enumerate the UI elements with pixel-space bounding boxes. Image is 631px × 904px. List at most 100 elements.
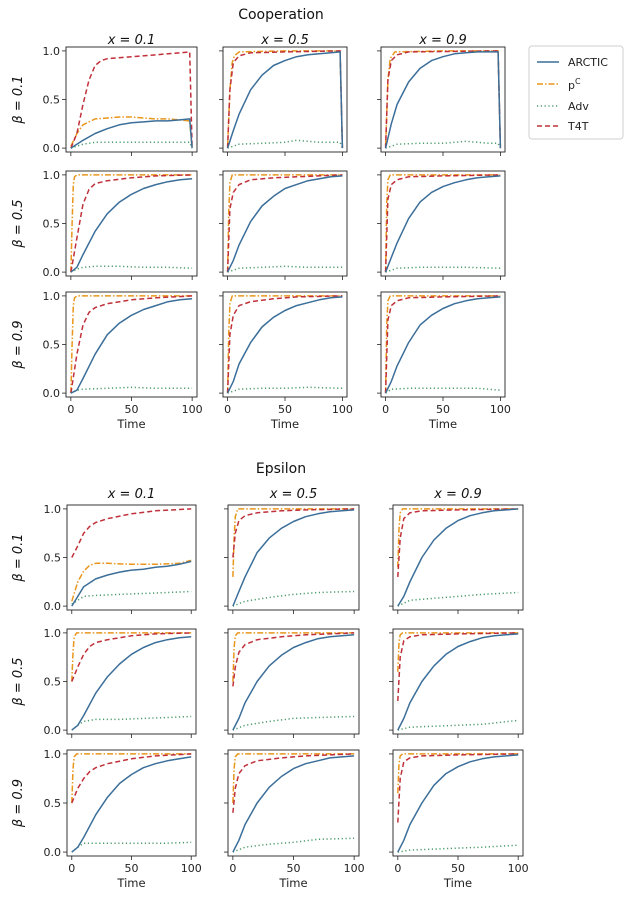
cooperation-panel-r1-c1: [219, 170, 348, 280]
series-group: [71, 753, 192, 853]
y-tick-label: 0.5: [44, 797, 62, 810]
series-line-arctic: [226, 51, 344, 149]
series-line-adv: [397, 719, 519, 731]
x-tick-label: 100: [490, 403, 511, 416]
x-tick-label: 50: [278, 403, 292, 416]
axes-frame: [65, 170, 198, 277]
series-line-pc: [397, 753, 519, 794]
series-line-t4t: [71, 753, 192, 804]
axes-frame: [227, 749, 360, 857]
series-group: [397, 753, 519, 853]
series-line-arctic: [232, 634, 355, 731]
series-group: [226, 50, 344, 149]
cooperation-panel-r2-c0: 0.0 0.5 1.0 0 50 100 Time: [43, 290, 203, 431]
x-axis-label: Time: [428, 417, 457, 431]
y-tick-label: 0.0: [44, 724, 62, 737]
series-group: [397, 508, 519, 607]
series-line-adv: [227, 139, 344, 149]
series-line-t4t: [70, 295, 193, 394]
series-line-pc: [384, 295, 501, 394]
series-line-adv: [385, 266, 501, 273]
series-line-adv: [71, 715, 192, 731]
series-line-pc: [232, 508, 355, 577]
y-tick-label: 0.5: [43, 339, 61, 352]
x-tick-label: 0: [229, 862, 236, 875]
series-line-t4t: [397, 632, 519, 701]
series-line-adv: [70, 265, 193, 273]
series-line-adv: [71, 841, 192, 853]
cooperation-col-title-0: x = 0.1: [107, 33, 156, 48]
cooperation-panel-r1-c0: 0.0 0.5 1.0: [43, 169, 198, 280]
x-axis-label: Time: [278, 876, 307, 890]
cooperation-panel-r2-c1: 0 50 100 Time: [219, 291, 353, 431]
series-line-pc: [397, 632, 519, 672]
series-line-adv: [70, 386, 193, 394]
series-group: [71, 632, 192, 731]
series-line-t4t: [226, 50, 344, 149]
series-group: [226, 295, 343, 394]
series-line-arctic: [70, 178, 193, 273]
axes-frame: [227, 628, 360, 735]
series-line-pc: [226, 295, 343, 394]
series-line-arctic: [384, 175, 501, 273]
series-group: [232, 753, 355, 853]
x-axis-label: Time: [443, 876, 472, 890]
x-axis-label: Time: [270, 417, 299, 431]
series-line-arctic: [70, 298, 193, 394]
series-line-arctic: [70, 118, 193, 149]
x-tick-label: 50: [451, 862, 465, 875]
series-line-arctic: [71, 756, 192, 853]
series-line-adv: [71, 590, 192, 605]
series-line-pc: [232, 753, 355, 804]
epsilon-col-title-1: x = 0.5: [269, 487, 318, 502]
series-line-arctic: [71, 636, 192, 731]
epsilon-panel-r0-c0: 0.0 0.5 1.0: [44, 503, 197, 614]
axes-frame: [66, 628, 197, 735]
y-tick-label: 0.5: [43, 218, 61, 231]
cooperation-col-title-2: x = 0.9: [418, 33, 467, 48]
series-group: [71, 508, 192, 607]
series-line-pc: [232, 632, 355, 682]
cooperation-panel-r0-c0: 0.0 0.5 1.0: [43, 45, 198, 156]
series-line-t4t: [71, 632, 192, 682]
series-line-adv: [397, 591, 519, 607]
y-tick-label: 0.0: [43, 142, 61, 155]
series-line-t4t: [397, 753, 519, 823]
series-line-t4t: [384, 50, 502, 149]
series-line-arctic: [397, 754, 519, 853]
axes-frame: [65, 46, 198, 153]
series-line-pc: [70, 116, 193, 149]
epsilon-col-title-2: x = 0.9: [433, 487, 482, 502]
x-tick-label: 0: [394, 862, 401, 875]
x-tick-label: 100: [508, 862, 529, 875]
axes-frame: [222, 291, 348, 398]
series-line-pc: [226, 50, 344, 149]
axes-frame: [66, 749, 197, 857]
series-group: [232, 508, 355, 607]
series-line-pc: [71, 559, 192, 602]
series-line-pc: [71, 632, 192, 682]
series-line-arctic: [71, 560, 192, 607]
series-line-pc: [384, 50, 502, 149]
x-tick-label: 50: [125, 403, 139, 416]
epsilon-panel-r1-c1: [224, 628, 360, 738]
cooperation-row-title-1: β = 0.5: [11, 199, 26, 248]
series-line-arctic: [232, 755, 355, 853]
series-line-pc: [71, 753, 192, 804]
x-tick-label: 50: [436, 403, 450, 416]
epsilon-panel-r2-c0: 0.0 0.5 1.0 0 50 100 Time: [44, 748, 202, 890]
cooperation-panel-r0-c2: [377, 46, 506, 156]
x-tick-label: 100: [182, 403, 203, 416]
legend: ARCTIC pC Adv T4T: [528, 45, 624, 140]
x-tick-label: 0: [224, 403, 231, 416]
series-group: [226, 174, 343, 273]
series-line-arctic: [397, 508, 519, 607]
section-title-cooperation: Cooperation: [238, 7, 324, 23]
epsilon-row-title-0: β = 0.1: [11, 533, 26, 582]
cooperation-row-title-2: β = 0.9: [11, 320, 26, 369]
series-line-arctic: [226, 175, 343, 273]
cooperation-panel-r2-c2: 0 50 100 Time: [377, 291, 511, 431]
series-line-pc: [397, 508, 519, 568]
epsilon-panel-r0-c2: [389, 504, 524, 614]
